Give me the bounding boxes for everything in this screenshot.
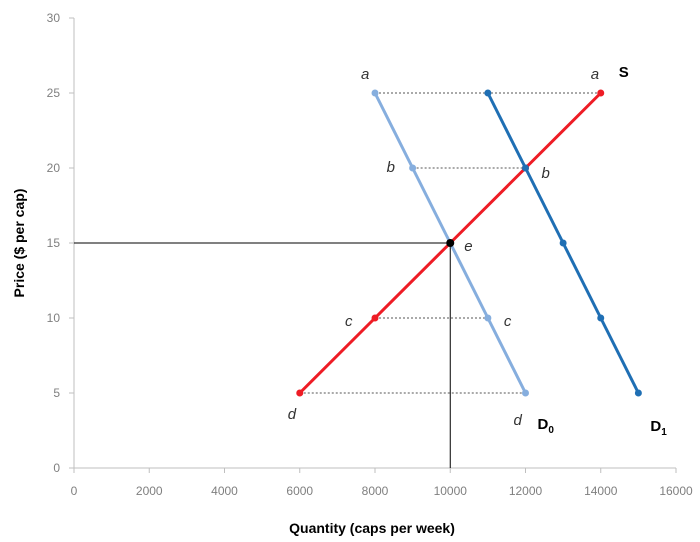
y-tick-label: 0 xyxy=(53,461,60,475)
point-label: b xyxy=(542,165,550,182)
equilibrium-point xyxy=(446,239,455,247)
series-point xyxy=(484,314,492,322)
series-point xyxy=(296,389,304,397)
labels-layer: e a a b b c c d d S D0 D1 xyxy=(288,64,667,438)
y-tick-label: 20 xyxy=(47,161,61,175)
series-point xyxy=(409,164,417,172)
y-tick-label: 25 xyxy=(47,86,61,100)
series-point xyxy=(522,164,529,172)
series-point xyxy=(597,314,605,322)
x-tick-label: 4000 xyxy=(211,484,238,498)
series-point xyxy=(559,239,567,247)
point-label: d xyxy=(288,406,297,423)
y-tick-label: 15 xyxy=(47,236,61,250)
series-point xyxy=(634,389,642,397)
y-tick-label: 30 xyxy=(47,11,61,25)
x-tick-label: 8000 xyxy=(362,484,389,498)
series-point xyxy=(597,89,605,97)
point-label: d xyxy=(514,412,523,429)
curve-label-subscript: 0 xyxy=(548,425,554,436)
series-layer xyxy=(296,89,642,397)
x-tick-label: 2000 xyxy=(136,484,163,498)
series-point xyxy=(371,89,379,97)
curve-label: D0 xyxy=(538,416,555,436)
x-tick-label: 16000 xyxy=(659,484,693,498)
series-point xyxy=(371,314,379,322)
equilibrium-label: e xyxy=(464,238,472,255)
x-axis-title: Quantity (caps per week) xyxy=(289,520,455,536)
x-tick-label: 10000 xyxy=(434,484,468,498)
guide-lines-layer xyxy=(74,92,601,468)
point-label: a xyxy=(361,66,369,83)
y-tick-label: 5 xyxy=(53,386,60,400)
x-tick-label: 0 xyxy=(71,484,78,498)
curve-label: D1 xyxy=(650,418,667,438)
point-label: a xyxy=(591,66,599,83)
y-axis-title: Price ($ per cap) xyxy=(11,189,27,298)
x-tick-label: 12000 xyxy=(509,484,543,498)
curve-label: S xyxy=(619,64,629,81)
y-tick-label: 10 xyxy=(47,311,61,325)
x-tick-label: 6000 xyxy=(286,484,313,498)
point-label: c xyxy=(345,313,353,330)
curve-label-subscript: 1 xyxy=(661,427,667,438)
series-point xyxy=(522,389,529,397)
point-label: c xyxy=(504,313,512,330)
series-point xyxy=(484,89,492,97)
point-label: b xyxy=(387,159,395,176)
x-tick-label: 14000 xyxy=(584,484,618,498)
